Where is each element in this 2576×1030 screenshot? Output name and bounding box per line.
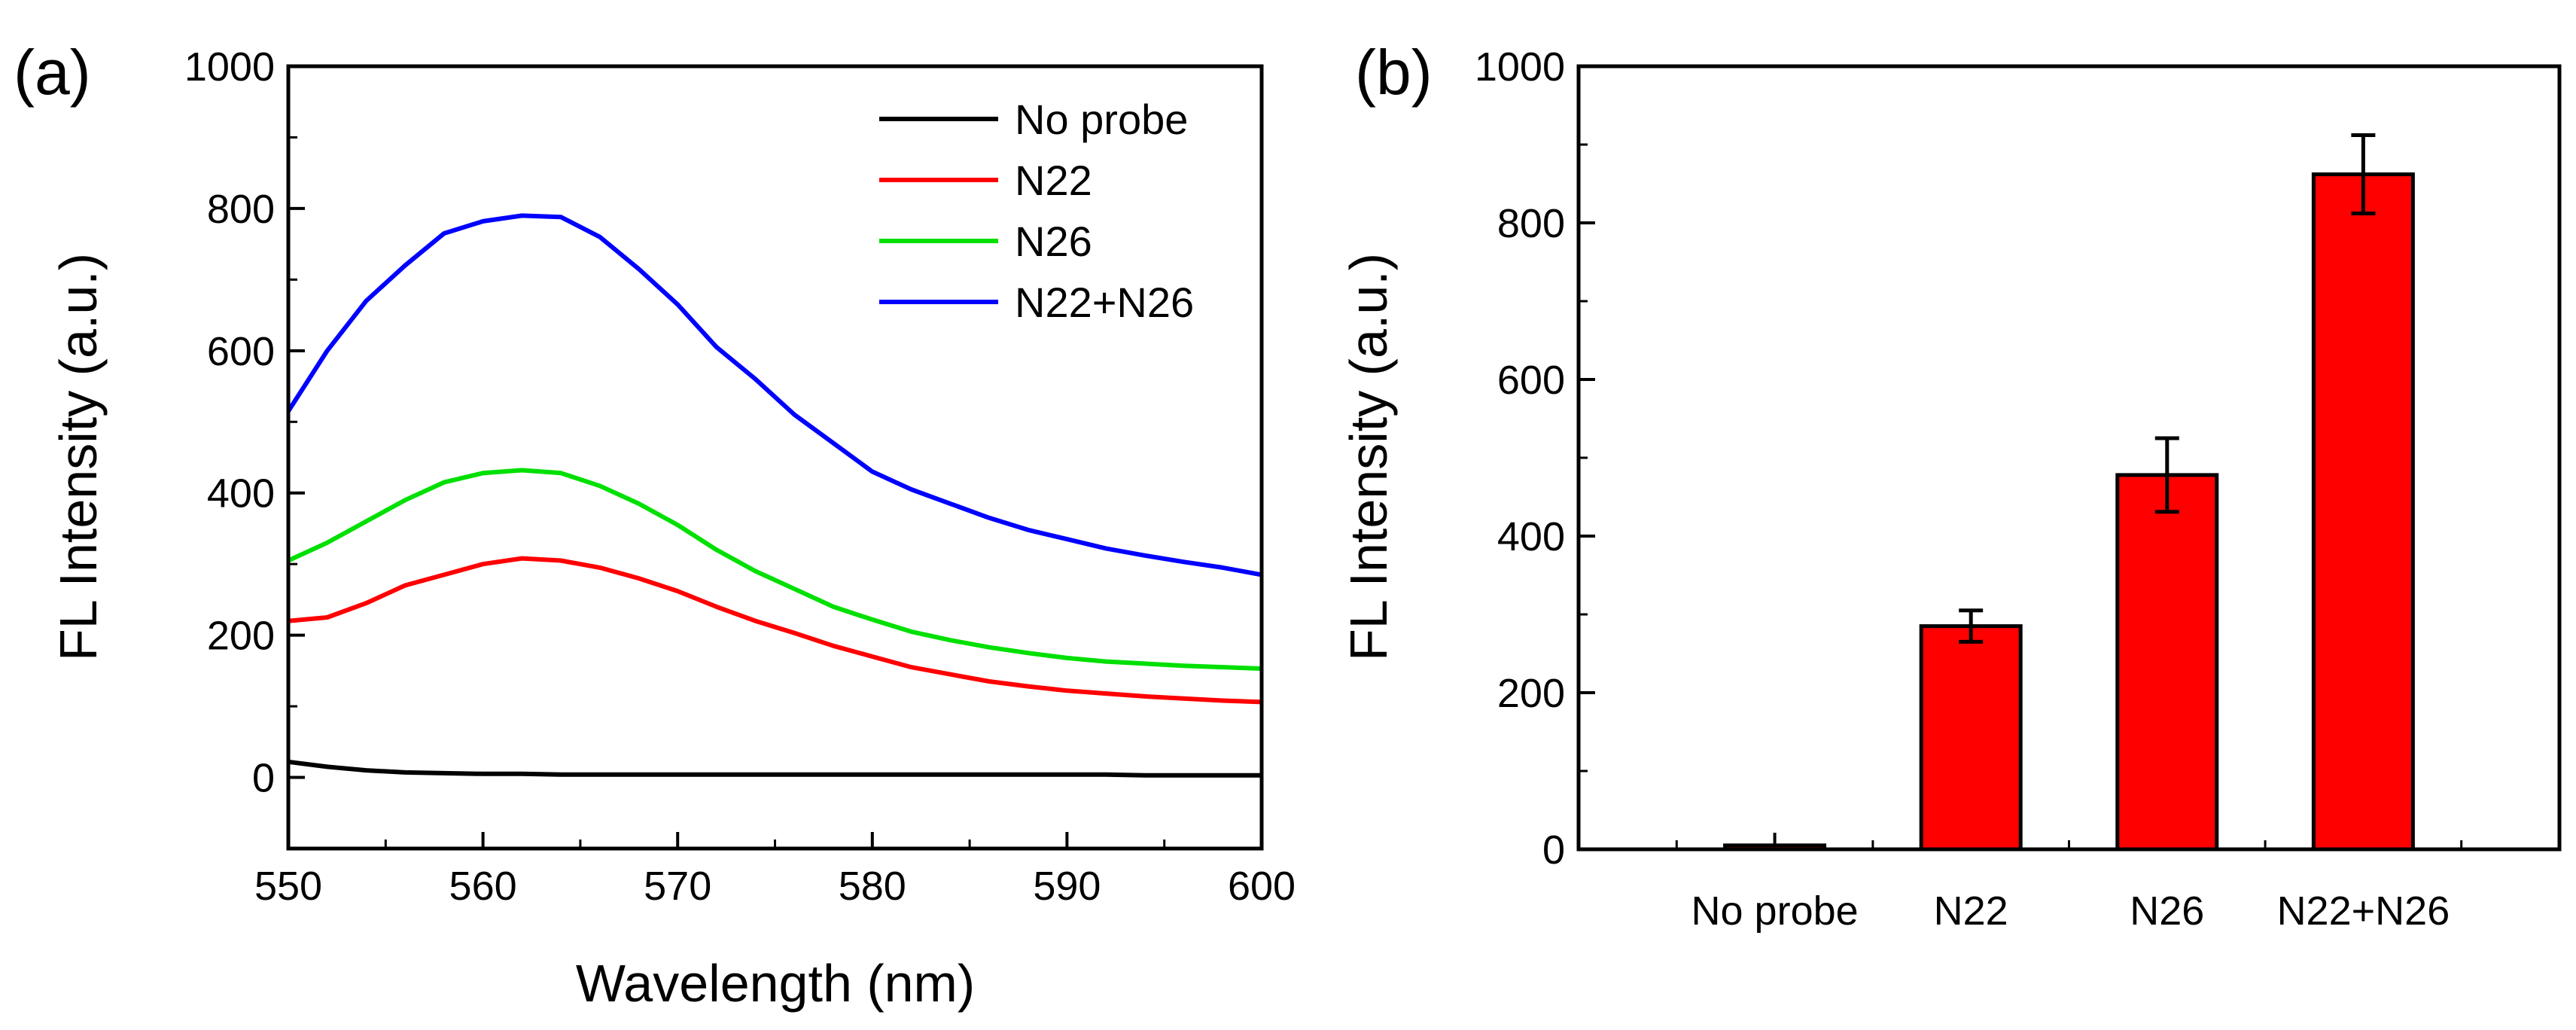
y-tick-label: 600 [207, 329, 275, 374]
y-tick-label: 1000 [184, 44, 275, 90]
y-tick-label: 800 [207, 187, 275, 232]
y-tick-label: 0 [1542, 827, 1565, 873]
series-line-no-probe [288, 759, 1262, 778]
category-label-n22-n26: N22+N26 [2277, 888, 2450, 934]
panel-a-x-tick-labels: 550 560 570 580 590 600 [254, 864, 1296, 909]
series-line-n22-n26 [286, 213, 1262, 577]
series-line-n26 [287, 468, 1262, 671]
y-tick-label: 600 [1497, 358, 1565, 403]
bar-n26 [2115, 473, 2219, 852]
legend-label-n22-n26: N22+N26 [1015, 279, 1194, 326]
y-tick-label: 400 [207, 471, 275, 517]
x-tick-label: 600 [1228, 864, 1296, 909]
panel-b-bars [1723, 172, 2415, 852]
y-tick-label: 200 [1497, 671, 1565, 716]
legend-label-n22: N22 [1015, 157, 1092, 204]
x-tick-label: 560 [449, 864, 517, 909]
y-tick-label: 800 [1497, 201, 1565, 246]
panel-b-y-tick-labels: 0 200 400 600 800 1000 [1475, 44, 1565, 873]
x-tick-label: 570 [644, 864, 711, 909]
y-tick-label: 400 [1497, 514, 1565, 559]
panel-a-plot-frame [286, 64, 1264, 851]
y-tick-label: 0 [252, 756, 275, 801]
category-label-n22: N22 [1934, 888, 2008, 934]
panel-a-ticks [287, 65, 1263, 850]
bar-n22-n26 [2311, 172, 2415, 852]
legend-label-n26: N26 [1015, 218, 1092, 265]
panel-a-y-tick-labels: 0 200 400 600 800 1000 [184, 44, 275, 801]
panel-b-plot-frame [1576, 64, 2562, 852]
panel-b-y-axis-title: FL Intensity (a.u.) [1339, 253, 1398, 661]
panel-a-line-chart: (a) 0 200 400 600 800 1000 550 560 570 580 590 600… [14, 37, 1296, 1013]
legend-label-no-probe: No probe [1015, 96, 1188, 143]
panel-b-error-bars [1959, 133, 2376, 644]
x-tick-label: 590 [1033, 864, 1101, 909]
series-line-n22 [288, 556, 1262, 705]
category-label-no-probe: No probe [1691, 888, 1859, 934]
y-tick-label: 200 [207, 614, 275, 659]
x-tick-label: 550 [254, 864, 322, 909]
bar-n22 [1919, 624, 2023, 852]
category-label-n26: N26 [2130, 888, 2204, 934]
x-tick-label: 580 [839, 864, 906, 909]
panel-a-y-axis-title: FL Intensity (a.u.) [49, 253, 108, 661]
panel-b-label: (b) [1355, 37, 1433, 108]
panel-b-category-labels: No probe N22 N26 N22+N26 [1691, 888, 2450, 934]
panel-a-series-lines [286, 213, 1262, 778]
panel-a-legend: No probe N22 N26 N22+N26 [879, 96, 1194, 326]
panel-b-bar-chart: (b) 0 200 400 600 800 1000 No probe N22 N26 N22+… [1339, 37, 2562, 934]
panel-a-label: (a) [14, 37, 91, 108]
panel-a-x-axis-title: Wavelength (nm) [576, 954, 975, 1013]
y-tick-label: 1000 [1475, 44, 1565, 90]
